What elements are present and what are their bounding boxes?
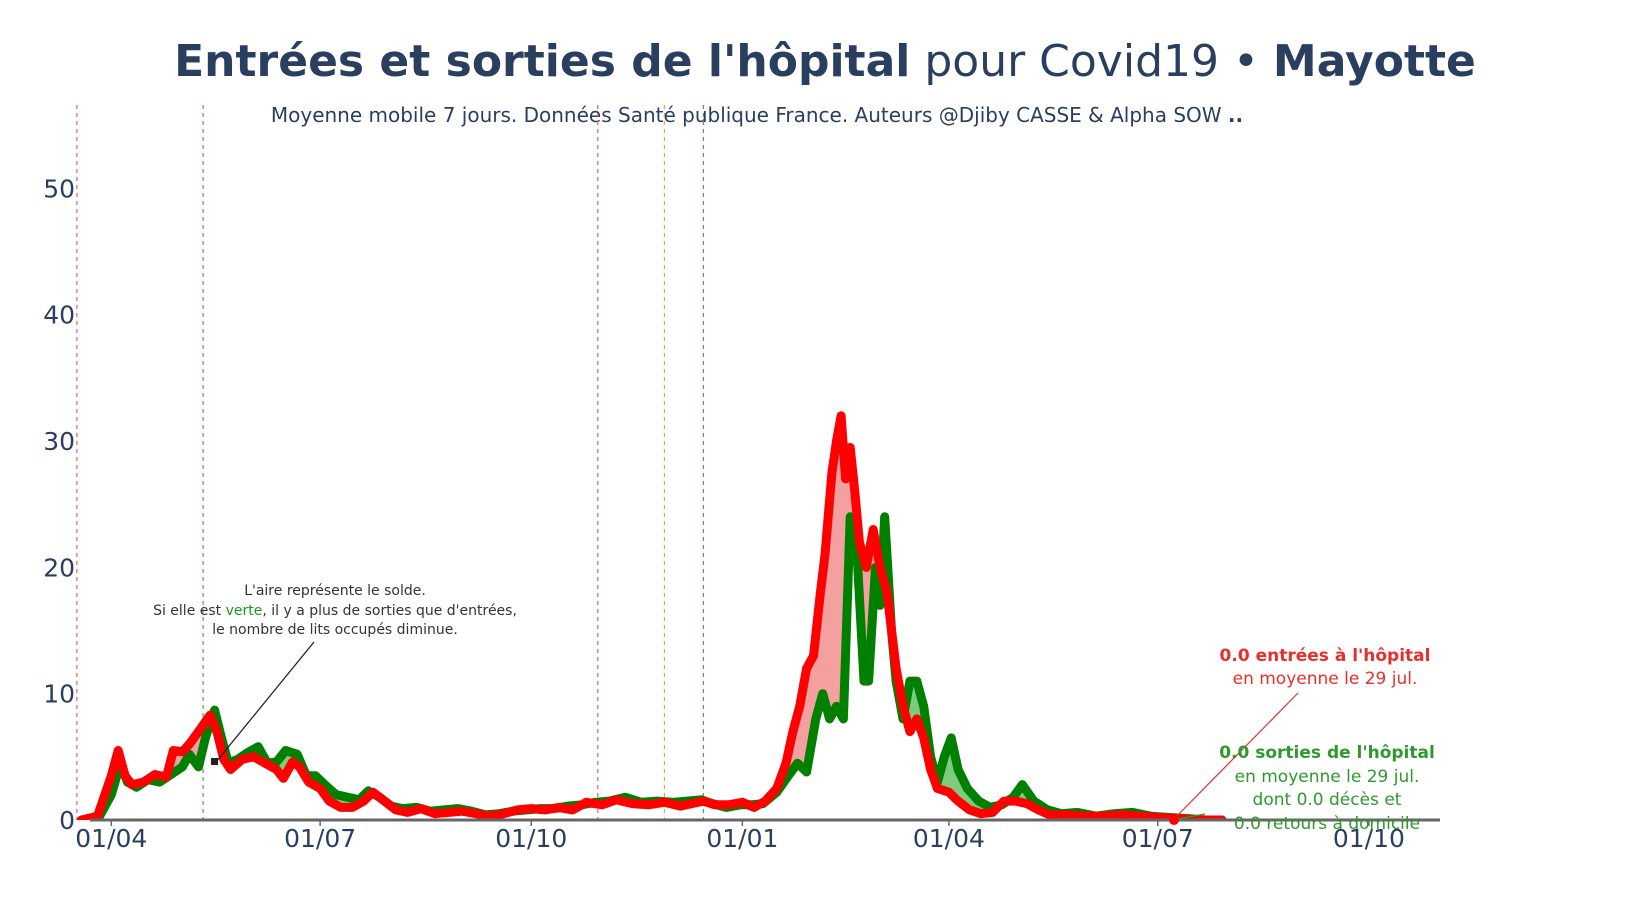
y-tick-label: 0 [59,806,75,835]
exits-annotation-deaths: dont 0.0 décès et [1253,790,1402,810]
chart-title: Entrées et sorties de l'hôpital pour Cov… [174,36,1476,87]
y-tick-label: 40 [43,301,75,330]
x-tick-label: 01/07 [1122,824,1194,853]
area-annotation-line3: le nombre de lits occupés diminue. [212,622,458,638]
area-annotation-line1: L'aire représente le solde. [244,583,426,599]
exits-annotation-date: en moyenne le 29 jul. [1235,767,1420,787]
y-tick-label: 30 [43,427,75,456]
entries-annotation: 0.0 entrées à l'hôpital en moyenne le 29… [1169,646,1430,825]
exits-annotation-title: 0.0 sorties de l'hôpital [1219,743,1435,763]
x-tick-label: 01/04 [913,824,985,853]
entries-annotation-title: 0.0 entrées à l'hôpital [1220,646,1431,666]
x-tick-label: 01/10 [495,824,567,853]
entries-series-line [77,411,1227,820]
entries-annotation-arrow [1175,692,1299,818]
exits-annotation-arrow [1177,813,1206,820]
x-tick-label: 01/01 [706,824,778,853]
y-tick-label: 50 [43,174,75,203]
x-axis: 01/04 01/07 01/10 01/01 01/04 01/07 01/10 [75,820,1405,853]
event-vertical-lines [76,105,704,820]
y-tick-label: 20 [43,553,75,582]
exits-annotation-returns: 0.0 retours à domicile [1234,814,1420,834]
chart-subtitle: Moyenne mobile 7 jours. Données Santé pu… [271,103,1243,127]
area-annotation-line2: Si elle est verte, il y a plus de sortie… [153,603,517,619]
exits-series-line [77,512,1227,820]
x-tick-label: 01/04 [75,824,147,853]
x-tick-label: 01/07 [284,824,356,853]
area-segment [836,428,840,711]
entries-annotation-date: en moyenne le 29 jul. [1233,669,1418,689]
entries-last-point-marker [1169,815,1179,825]
exits-annotation: 0.0 sorties de l'hôpital en moyenne le 2… [1177,743,1435,834]
x-tick-label: 01/10 [1333,824,1405,853]
area-annotation-arrow [215,641,315,763]
y-tick-label: 10 [43,680,75,709]
y-axis: 0 10 20 30 40 50 [43,174,75,835]
area-annotation: L'aire représente le solde. Si elle est … [153,583,517,765]
area-annotation-arrowhead [211,758,218,765]
